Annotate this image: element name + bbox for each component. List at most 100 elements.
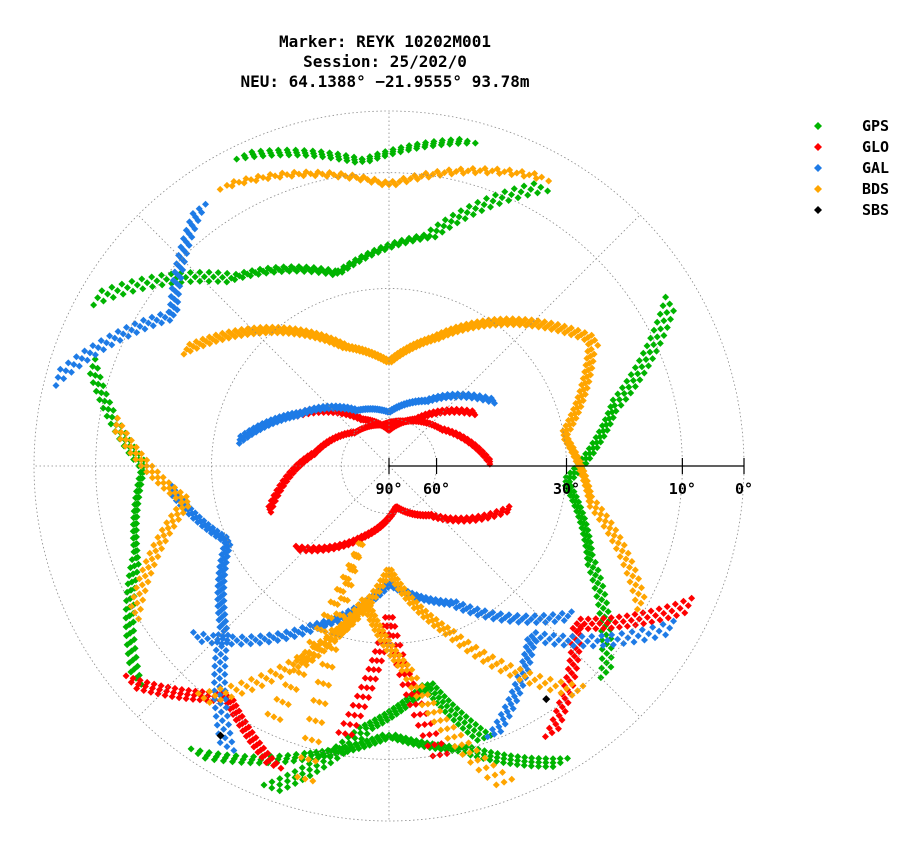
track-point xyxy=(169,517,177,525)
track-point xyxy=(78,355,86,363)
track-point xyxy=(430,699,438,707)
track-point xyxy=(534,189,542,197)
track-point xyxy=(189,628,197,636)
track-point xyxy=(129,618,137,626)
track-point xyxy=(268,784,276,792)
track-point xyxy=(353,692,361,700)
track-point xyxy=(679,597,687,605)
track-point xyxy=(264,710,272,718)
track-point xyxy=(306,772,314,780)
track-point xyxy=(363,684,371,692)
track-point xyxy=(591,509,599,517)
track-point xyxy=(361,703,369,711)
track-point xyxy=(604,619,612,627)
track-point xyxy=(433,167,441,175)
track-point xyxy=(532,619,540,627)
track-point xyxy=(609,396,617,404)
track-point xyxy=(111,334,119,342)
track-point xyxy=(221,662,229,670)
track-point xyxy=(273,695,281,703)
track-point xyxy=(237,640,245,648)
track-point xyxy=(447,706,455,714)
track-point xyxy=(653,333,661,341)
track-point xyxy=(547,319,555,327)
track-point xyxy=(214,277,222,285)
track-point xyxy=(591,336,599,344)
track-point xyxy=(629,377,637,385)
track-point xyxy=(238,689,246,697)
track-point xyxy=(592,504,600,512)
track-point xyxy=(361,721,369,729)
track-point xyxy=(557,689,565,697)
track-point xyxy=(569,624,577,632)
track-point xyxy=(457,731,465,739)
track-point xyxy=(366,718,374,726)
track-point xyxy=(114,327,122,335)
track-point xyxy=(219,757,227,765)
track-point xyxy=(564,754,572,762)
track-point xyxy=(516,665,524,673)
track-point xyxy=(601,590,609,598)
track-point xyxy=(676,604,684,612)
track-point xyxy=(167,293,175,301)
track-point xyxy=(599,642,607,650)
track-point xyxy=(403,695,411,703)
track-point xyxy=(278,268,286,276)
track-point xyxy=(412,233,420,241)
track-point xyxy=(535,758,543,766)
track-point xyxy=(607,519,615,527)
track-point xyxy=(465,739,473,747)
track-point xyxy=(154,474,162,482)
track-point xyxy=(132,526,140,534)
track-point xyxy=(598,632,606,640)
track-point xyxy=(217,696,225,704)
track-point xyxy=(228,182,236,190)
track-point xyxy=(582,361,590,369)
track-point xyxy=(474,611,482,619)
track-point xyxy=(620,561,628,569)
track-point xyxy=(171,684,179,692)
track-point xyxy=(440,222,448,230)
track-point xyxy=(154,553,162,561)
track-point xyxy=(394,701,402,709)
track-point xyxy=(319,660,327,668)
track-point xyxy=(437,726,445,734)
track-point xyxy=(343,157,351,165)
track-point xyxy=(608,537,616,545)
track-point xyxy=(235,178,243,186)
track-point xyxy=(598,505,606,513)
track-point xyxy=(629,572,637,580)
track-point xyxy=(378,181,386,189)
track-point xyxy=(438,137,446,145)
track-point xyxy=(413,683,421,691)
track-point xyxy=(346,611,354,619)
satellite-tracks xyxy=(52,135,696,795)
track-point xyxy=(449,211,457,219)
track-gal xyxy=(167,481,238,755)
track-point xyxy=(568,608,576,616)
track-point xyxy=(358,155,366,163)
track-point xyxy=(663,308,671,316)
track-point xyxy=(584,347,592,355)
track-point xyxy=(137,462,145,470)
track-point xyxy=(638,626,646,634)
track-point xyxy=(656,339,664,347)
track-sbs xyxy=(542,695,551,704)
track-point xyxy=(132,443,140,451)
track-point xyxy=(444,734,452,742)
track-point xyxy=(556,755,564,763)
track-point xyxy=(349,746,357,754)
track-point xyxy=(586,487,594,495)
elevation-tick-label: 30° xyxy=(553,480,580,498)
track-point xyxy=(320,611,328,619)
track-point xyxy=(398,698,406,706)
track-point xyxy=(476,167,484,175)
track-point xyxy=(570,488,578,496)
track-point xyxy=(312,717,320,725)
track-point xyxy=(290,757,298,765)
track-point xyxy=(133,281,141,289)
track-point xyxy=(148,313,156,321)
track-point xyxy=(596,609,604,617)
track-point xyxy=(660,332,668,340)
track-point xyxy=(582,450,590,458)
